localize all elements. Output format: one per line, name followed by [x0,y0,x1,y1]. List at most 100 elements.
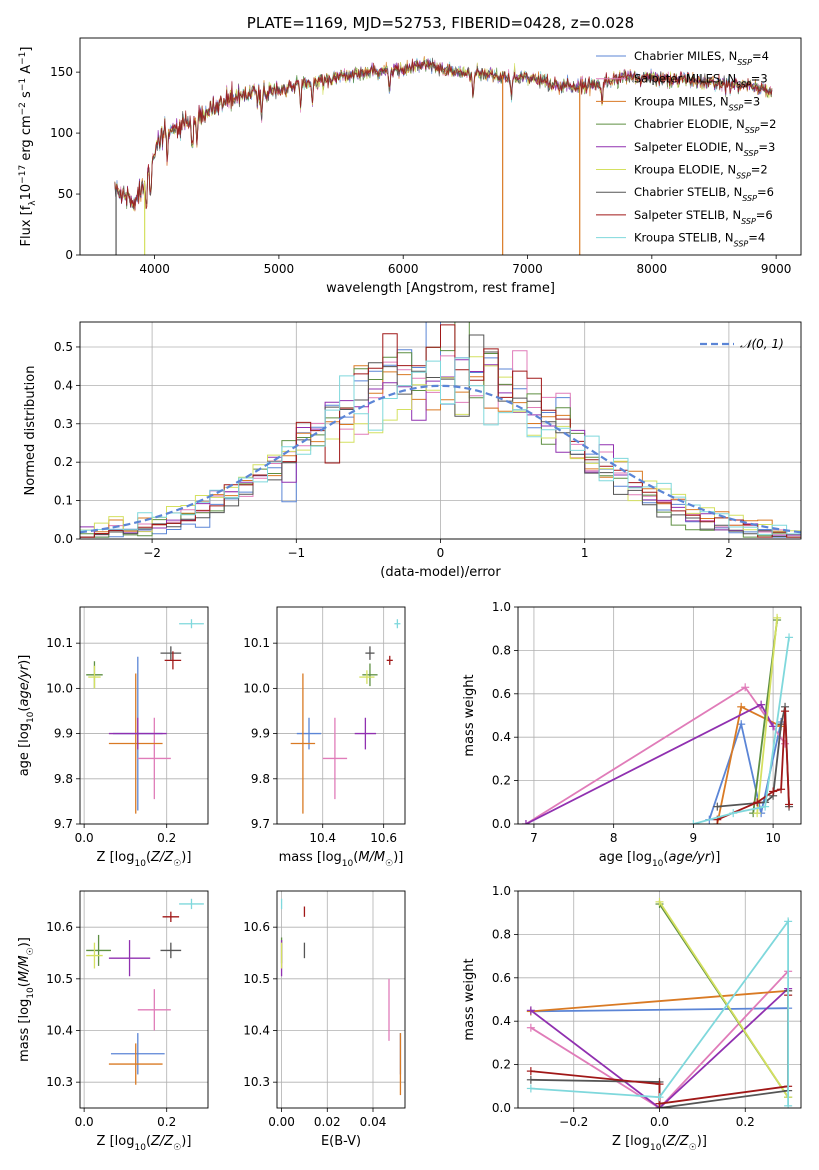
weight-line [716,711,790,821]
x-tick-label: 0.02 [314,1115,341,1129]
weight-line [530,987,789,1108]
y-tick-label: 1.0 [492,600,511,614]
x-tick-label: 9000 [761,262,792,276]
y-tick-label: 100 [50,126,73,140]
y-tick-label: 0.8 [492,927,511,941]
axes-frame [79,606,209,825]
y-axis-label: mass weight [462,674,477,756]
x-axis-label: wavelength [Angstrom, rest frame] [326,281,555,296]
y-tick-label: 0.4 [492,730,511,744]
spectrum-panel: 4000 5000 6000 7000 8000 9000 0 50 100 150 PLATE=1… [18,14,802,296]
axes-frame [276,606,406,825]
weight-line [530,970,789,1108]
weight_vs_age-marks [521,613,794,824]
weight-line [530,989,789,1013]
weight-line [530,1007,789,1013]
x-tick-label: 0.2 [157,831,176,845]
y-tick-label: 9.9 [251,727,270,741]
y-tick-label: 10.3 [46,1075,73,1089]
y-tick-label: 0.0 [54,532,73,546]
axes-frame [276,890,406,1109]
axes-frame [79,321,802,540]
y-tick-label: 9.8 [251,772,270,786]
y-tick-label: 10.4 [243,1024,270,1038]
y-tick-label: 10.3 [243,1075,270,1089]
y-tick-label: 9.7 [54,817,73,831]
legend-label: Kroupa MILES, NSSP=3 [634,94,760,112]
x-axis-label: Z [log10(Z/Z☉)] [97,850,192,869]
y-tick-label: 0.4 [54,378,73,392]
x-tick-label: 0 [437,546,445,560]
y-axis-label: age [log10(age/yr)] [17,655,36,777]
x-tick-label: 0.0 [650,1115,669,1129]
y-tick-label: 10.5 [243,972,270,986]
x-axis-label: E(B-V) [321,1134,361,1149]
y-tick-label: 10.5 [46,972,73,986]
legend-label: 𝒩(0, 1) [740,337,784,351]
histogram-step [80,322,801,538]
x-tick-label: 0.00 [268,1115,295,1129]
y-tick-label: 9.9 [54,727,73,741]
y-axis-label: Normed distribution [23,366,38,496]
x-tick-label: 0.2 [157,1115,176,1129]
x-tick-label: 0.2 [736,1115,755,1129]
x-tick-label: 7 [530,831,538,845]
x-tick-label: 6000 [388,262,419,276]
x-axis-label: age [log10(age/yr)] [599,850,721,869]
weight-line [756,617,778,814]
x-axis-label: (data-model)/error [380,565,501,580]
weight_vs_Z-panel: −0.2 0.0 0.2 0.0 0.2 0.4 0.6 0.8 1.0 Z [log10(Z/Z… [462,884,802,1153]
x-tick-label: 10.4 [309,831,336,845]
y-tick-label: 0.5 [54,340,73,354]
x-tick-label: 8000 [637,262,668,276]
weight_vs_age-panel: 7 8 9 10 0.0 0.2 0.4 0.6 0.8 1.0 age [log10(age/yr… [462,600,802,869]
x-tick-label: 2 [725,546,733,560]
age_vs_mass-panel: 10.4 10.6 9.7 9.8 9.9 10.0 10.1 mass [log10(M/M… [243,606,406,869]
legend-label: Salpeter ELODIE, NSSP=3 [634,140,775,158]
x-tick-label: 8 [610,831,618,845]
axes-frame [517,606,802,825]
legend-label: Chabrier STELIB, NSSP=6 [634,185,774,203]
y-tick-label: 0.8 [492,643,511,657]
histogram-step [80,324,801,538]
y-tick-label: 0.1 [54,494,73,508]
chart-title: PLATE=1169, MJD=52753, FIBERID=0428, z=0… [247,14,634,32]
age_vs_Z-marks [86,619,204,814]
x-axis-label: mass [log10(M/M☉)] [279,850,404,869]
histogram-step [80,357,801,535]
x-tick-label: 10.6 [370,831,397,845]
y-tick-label: 0.2 [492,774,511,788]
axes-frame [79,890,209,1109]
legend-label: Kroupa ELODIE, NSSP=2 [634,163,768,181]
normal-curve [80,384,801,534]
y-tick-label: 10.0 [46,681,73,695]
mass_vs_ebv-marks [280,898,402,1096]
x-tick-label: 4000 [139,262,170,276]
y-tick-label: 10.6 [243,920,270,934]
weight-line [693,637,790,824]
y-tick-label: 0.0 [492,817,511,831]
legend-label: Chabrier ELODIE, NSSP=2 [634,117,776,135]
spectrum-line [114,58,773,211]
y-tick-label: 0.0 [492,1101,511,1115]
x-tick-label: 1 [581,546,589,560]
y-axis-label: mass weight [462,958,477,1040]
x-tick-label: −0.2 [559,1115,588,1129]
x-tick-label: −2 [143,546,161,560]
x-tick-label: 5000 [264,262,295,276]
residuals-marks [80,322,801,538]
mass_vs_ebv-panel: 0.00 0.02 0.04 10.3 10.4 10.5 10.6 E(B-V) [243,890,406,1149]
legend-label: Salpeter MILES, NSSP=3 [634,72,768,90]
residuals-panel: −2 −1 0 1 2 0.0 0.1 0.2 0.3 0.4 0.5 (data-model)/er… [23,321,802,580]
legend-label: Salpeter STELIB, NSSP=6 [634,208,773,226]
x-tick-label: 7000 [512,262,543,276]
x-tick-label: 9 [690,831,698,845]
mass_vs_Z-marks [86,898,204,1085]
y-tick-label: 10.1 [243,636,270,650]
y-tick-label: 0 [65,248,73,262]
x-axis-label: Z [log10(Z/Z☉)] [97,1134,192,1153]
weight-line [525,703,774,824]
spectrum-marks [114,56,773,255]
axes-frame [79,37,802,256]
